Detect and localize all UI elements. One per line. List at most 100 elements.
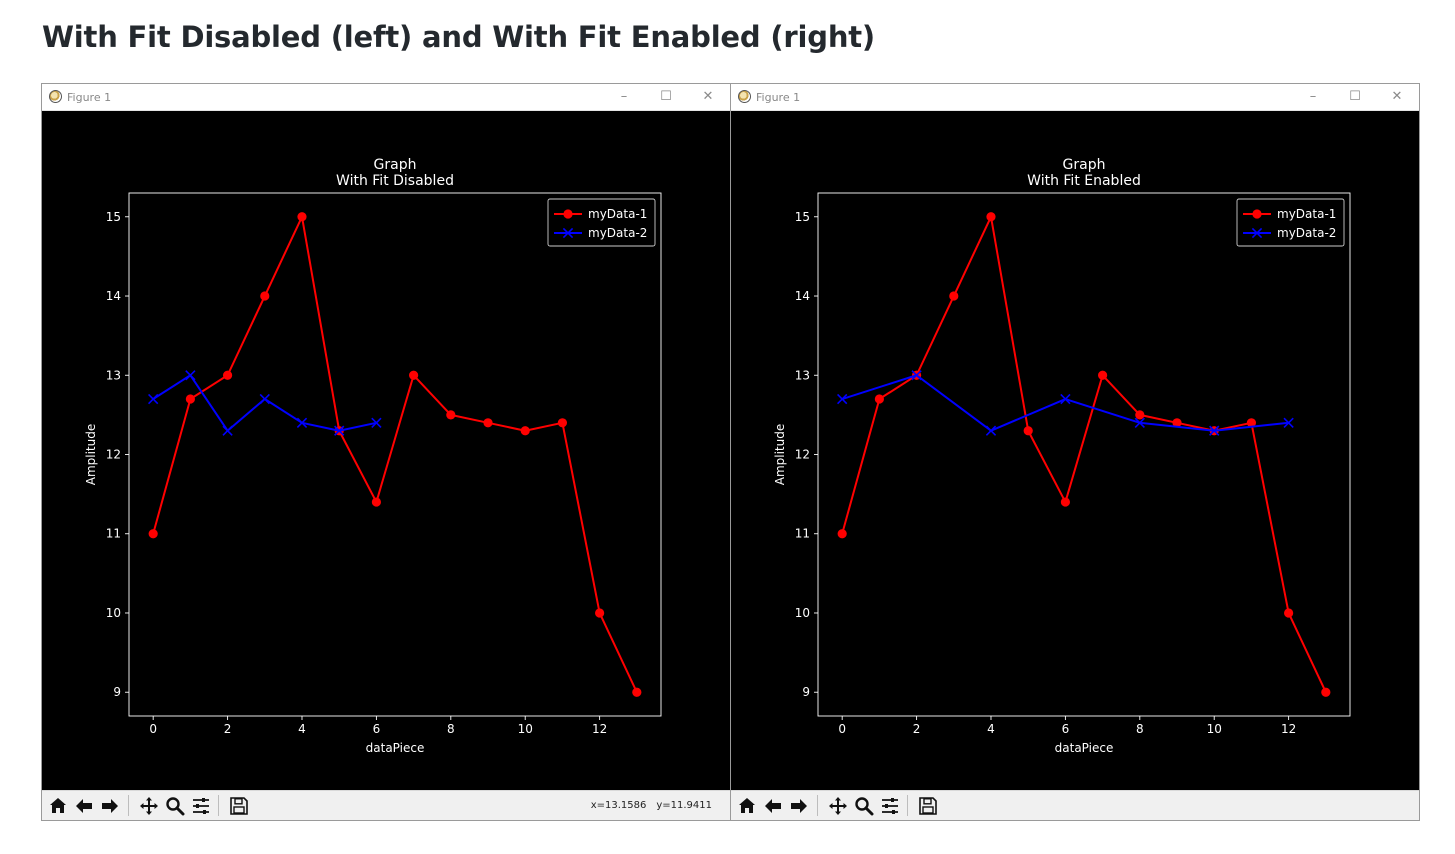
legend-marker: [562, 227, 574, 239]
back-icon[interactable]: [71, 793, 96, 818]
configure-icon[interactable]: [188, 793, 213, 818]
data-point: [1060, 393, 1071, 405]
close-button[interactable]: ✕: [1391, 89, 1403, 104]
legend-label: myData-2: [588, 226, 647, 240]
data-point: [1134, 417, 1145, 428]
save-icon[interactable]: [226, 793, 251, 818]
x-tick-label: 6: [1062, 722, 1070, 736]
legend-label: myData-2: [1277, 226, 1336, 240]
matplotlib-app-icon: [49, 90, 62, 103]
x-axis-label: dataPiece: [1055, 741, 1114, 755]
series-line-mydata-1: [841, 215, 1327, 693]
data-point: [148, 393, 159, 405]
data-point: [837, 529, 847, 539]
data-point: [185, 370, 196, 381]
pan-icon[interactable]: [825, 793, 850, 818]
legend-label: myData-1: [588, 207, 647, 221]
maximize-button[interactable]: ☐: [1349, 89, 1361, 104]
toolbar-separator: [128, 795, 129, 816]
cursor-coordinates: x=13.1586 y=11.9411: [591, 800, 712, 811]
data-point: [949, 291, 959, 301]
data-point: [1321, 687, 1331, 697]
chart-title-line: With Fit Enabled: [1027, 173, 1141, 189]
axes-frame: [128, 192, 662, 717]
data-point: [911, 370, 922, 381]
x-tick-label: 10: [518, 722, 533, 736]
data-point: [260, 291, 270, 301]
legend: myData-1 myData-2: [547, 198, 656, 247]
minimize-button[interactable]: –: [1309, 89, 1317, 104]
coord-y: y=11.9411: [656, 800, 712, 811]
legend-marker: [1252, 209, 1262, 219]
series-line-mydata-1: [152, 215, 638, 693]
navigation-toolbar: x=13.1586 y=11.9411: [42, 790, 730, 820]
plot-canvas[interactable]: Graph With Fit Enabled 0 2 4 6 8 10 12 9 10 11 12 13 1…: [731, 111, 1419, 790]
y-tick-label: 15: [795, 210, 810, 224]
legend-box: [547, 198, 656, 247]
series-line-mydata-2: [152, 374, 377, 432]
close-button[interactable]: ✕: [702, 89, 714, 104]
data-point: [1246, 418, 1257, 428]
legend-marker: [563, 209, 573, 219]
save-icon[interactable]: [915, 793, 940, 818]
window-titlebar[interactable]: Figure 1 – ☐ ✕: [42, 84, 730, 111]
y-tick-label: 13: [795, 368, 810, 382]
home-icon[interactable]: [734, 793, 759, 818]
chart-title-line: Graph: [374, 157, 417, 173]
y-tick-label: 10: [106, 606, 121, 620]
x-tick-label: 2: [913, 722, 921, 736]
x-tick-label: 0: [838, 722, 846, 736]
x-tick-label: 0: [149, 722, 157, 736]
zoom-icon[interactable]: [162, 793, 187, 818]
data-point: [632, 687, 642, 697]
configure-icon[interactable]: [877, 793, 902, 818]
data-point: [409, 370, 419, 380]
data-point: [185, 394, 195, 404]
data-point: [222, 370, 233, 380]
cursor-coordinates: [1391, 800, 1401, 811]
forward-icon[interactable]: [786, 793, 811, 818]
toolbar-separator: [817, 795, 818, 816]
y-axis-label: Amplitude: [84, 424, 98, 486]
y-tick-label: 9: [113, 685, 121, 699]
y-tick-label: 14: [106, 289, 121, 303]
x-tick-label: 8: [447, 722, 455, 736]
navigation-toolbar: [731, 790, 1419, 820]
data-point: [371, 417, 382, 428]
data-point: [1209, 425, 1220, 436]
data-point: [595, 608, 605, 618]
coord-x: x=13.1586: [590, 800, 647, 811]
data-point: [1023, 426, 1033, 436]
data-point: [371, 497, 381, 507]
x-tick-label: 10: [1207, 722, 1222, 736]
legend-box: [1236, 198, 1345, 247]
x-tick-label: 4: [987, 722, 995, 736]
data-point: [296, 417, 308, 428]
back-icon[interactable]: [760, 793, 785, 818]
data-point: [1060, 497, 1070, 507]
y-tick-label: 11: [795, 527, 810, 541]
data-point: [222, 425, 233, 436]
y-tick-label: 10: [795, 606, 810, 620]
data-point: [259, 393, 270, 405]
data-point: [446, 410, 456, 420]
pan-icon[interactable]: [136, 793, 161, 818]
figure-window-right: Figure 1 – ☐ ✕ Graph With Fit Enabled 0 2 4 6…: [730, 83, 1420, 821]
home-icon[interactable]: [45, 793, 70, 818]
legend-label: myData-1: [1277, 207, 1336, 221]
x-tick-label: 6: [373, 722, 381, 736]
window-titlebar[interactable]: Figure 1 – ☐ ✕: [731, 84, 1419, 111]
legend-marker: [1251, 227, 1263, 239]
forward-icon[interactable]: [97, 793, 122, 818]
plot-canvas[interactable]: Graph With Fit Disabled 0 2 4 6 8 10 12 9 10 11 12 13…: [42, 111, 730, 790]
y-axis-label: Amplitude: [773, 424, 787, 486]
minimize-button[interactable]: –: [620, 89, 628, 104]
x-tick-label: 12: [1281, 722, 1296, 736]
data-point: [985, 425, 997, 436]
zoom-icon[interactable]: [851, 793, 876, 818]
data-point: [874, 394, 884, 404]
x-axis-label: dataPiece: [366, 741, 425, 755]
maximize-button[interactable]: ☐: [660, 89, 672, 104]
